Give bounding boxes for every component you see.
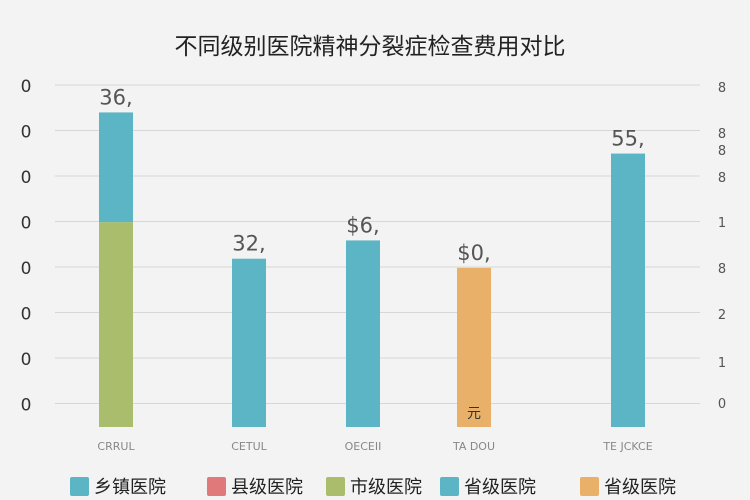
legend-label: 省级医院: [464, 477, 536, 498]
right-tick-label: 8: [718, 144, 726, 159]
legend-label: 县级医院: [231, 477, 303, 498]
x-tick-label: CRRUL: [97, 440, 135, 453]
x-axis-labels: CRRUL CETUL OECEII TA DOU TE JCKCE: [97, 440, 652, 453]
right-axis-ticks: 8 8 8 8 1 8 2 1 0: [718, 81, 726, 412]
legend: 乡镇医院 县级医院 市级医院 省级医院 省级医院: [70, 477, 676, 498]
x-tick-label: OECEII: [345, 440, 382, 453]
bar-data-label: 32,: [232, 232, 265, 256]
right-tick-label: 8: [718, 171, 726, 186]
x-tick-label: TE JCKCE: [602, 440, 652, 453]
left-tick-label: 0: [21, 214, 32, 234]
left-tick-label: 0: [21, 123, 32, 143]
bar: [346, 240, 380, 427]
right-tick-label: 1: [718, 356, 726, 371]
left-tick-label: 0: [21, 259, 32, 279]
legend-label: 乡镇医院: [94, 477, 166, 498]
x-tick-label: CETUL: [231, 440, 267, 453]
bar-segment-green: [99, 222, 133, 427]
right-tick-label: 1: [718, 216, 726, 231]
right-tick-label: 8: [718, 127, 726, 142]
bar-data-label: $6,: [346, 213, 379, 237]
bar-segment-teal: [99, 112, 133, 223]
right-tick-label: 8: [718, 262, 726, 277]
bar: [232, 258, 266, 427]
bar-data-label: 36,: [99, 85, 132, 109]
right-tick-label: 2: [718, 308, 726, 323]
x-tick-label: TA DOU: [452, 440, 495, 453]
left-tick-label: 0: [21, 77, 32, 97]
right-tick-label: 8: [718, 81, 726, 96]
bar-data-label: 55,: [611, 127, 644, 151]
legend-swatch: [70, 477, 89, 496]
left-tick-label: 0: [21, 305, 32, 325]
left-tick-label: 0: [21, 350, 32, 370]
bar-data-label: $0,: [457, 241, 490, 265]
right-tick-label: 0: [718, 397, 726, 412]
left-tick-label: 0: [21, 168, 32, 188]
legend-swatch: [326, 477, 345, 496]
legend-swatch: [580, 477, 599, 496]
chart-title: 不同级别医院精神分裂症检查费用对比: [175, 34, 566, 60]
left-axis-ticks: 0 0 0 0 0 0 0 0: [21, 77, 32, 416]
left-tick-label: 0: [21, 396, 32, 416]
legend-label: 省级医院: [604, 477, 676, 498]
bar: [457, 267, 491, 427]
bars: 36, 32, $6, $0, 55, 元: [99, 85, 645, 428]
legend-label: 市级医院: [350, 477, 422, 498]
bar: [611, 153, 645, 428]
legend-swatch: [440, 477, 459, 496]
bar-inner-label: 元: [467, 406, 481, 422]
legend-swatch: [207, 477, 226, 496]
